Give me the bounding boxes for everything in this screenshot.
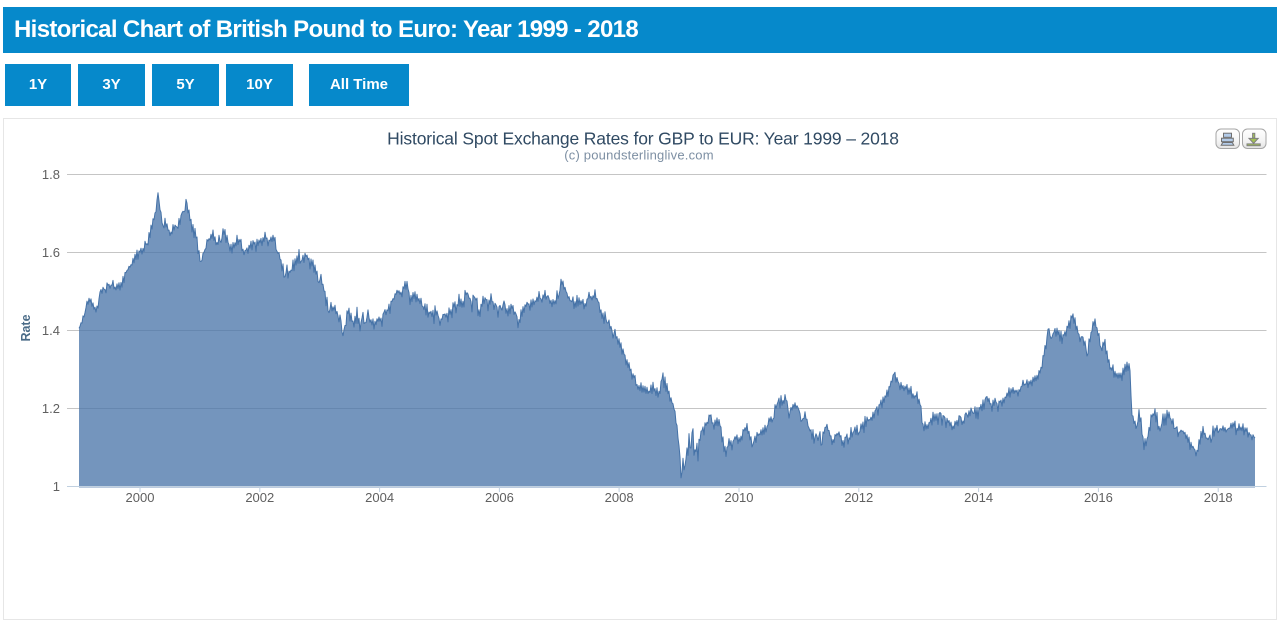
svg-text:Historical Spot Exchange Rates: Historical Spot Exchange Rates for GBP t… xyxy=(387,129,899,149)
svg-text:1.6: 1.6 xyxy=(42,245,60,260)
svg-text:1.2: 1.2 xyxy=(42,401,60,416)
svg-text:2006: 2006 xyxy=(485,490,514,505)
svg-text:2008: 2008 xyxy=(605,490,634,505)
svg-text:(c) poundsterlinglive.com: (c) poundsterlinglive.com xyxy=(564,148,714,163)
svg-text:1: 1 xyxy=(53,479,60,494)
svg-text:1.4: 1.4 xyxy=(42,323,60,338)
svg-text:2014: 2014 xyxy=(964,490,993,505)
svg-text:1.8: 1.8 xyxy=(42,167,60,182)
svg-text:2012: 2012 xyxy=(844,490,873,505)
svg-text:Rate: Rate xyxy=(19,314,33,341)
svg-text:2002: 2002 xyxy=(245,490,274,505)
svg-text:2018: 2018 xyxy=(1204,490,1233,505)
svg-text:2004: 2004 xyxy=(365,490,394,505)
svg-text:2000: 2000 xyxy=(126,490,155,505)
svg-text:2016: 2016 xyxy=(1084,490,1113,505)
svg-text:2010: 2010 xyxy=(725,490,754,505)
